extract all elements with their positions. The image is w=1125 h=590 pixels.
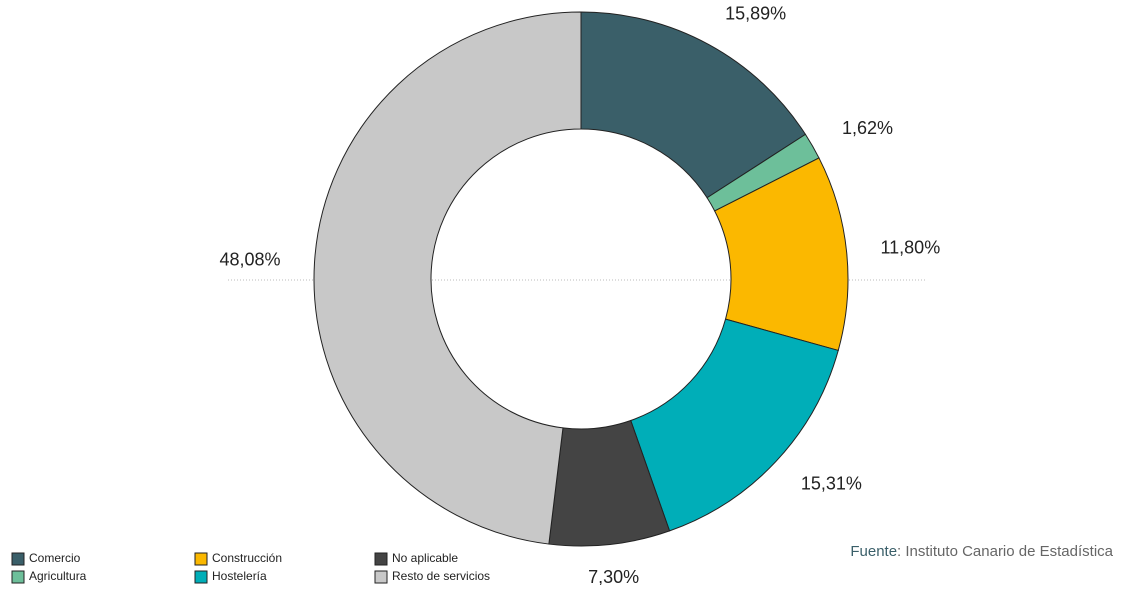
value-label: 15,89% [725, 3, 786, 23]
legend-swatch [194, 552, 208, 566]
legend-label: Agricultura [29, 569, 87, 583]
legend-swatch [11, 552, 25, 566]
legend-swatch [194, 570, 208, 584]
legend-label: Comercio [29, 551, 81, 565]
legend-label: Construcción [212, 551, 282, 565]
value-label: 11,80% [880, 238, 940, 258]
source-label: Fuente [850, 543, 897, 560]
slice [313, 11, 582, 545]
source: Fuente: Instituto Canario de Estadística [850, 543, 1113, 560]
slice [630, 318, 839, 532]
slice [580, 11, 807, 199]
legend-swatch [374, 552, 388, 566]
legend-label: Hostelería [212, 569, 267, 583]
legend-label: No aplicable [392, 551, 458, 565]
value-label: 7,30% [588, 567, 639, 585]
value-label: 15,31% [801, 473, 862, 493]
source-text: : Instituto Canario de Estadística [897, 543, 1114, 560]
legend-swatch [374, 570, 388, 584]
value-label: 48,08% [219, 250, 280, 270]
legend-swatch [11, 570, 25, 584]
value-label: 1,62% [842, 118, 893, 138]
legend-label: Resto de servicios [392, 569, 490, 583]
